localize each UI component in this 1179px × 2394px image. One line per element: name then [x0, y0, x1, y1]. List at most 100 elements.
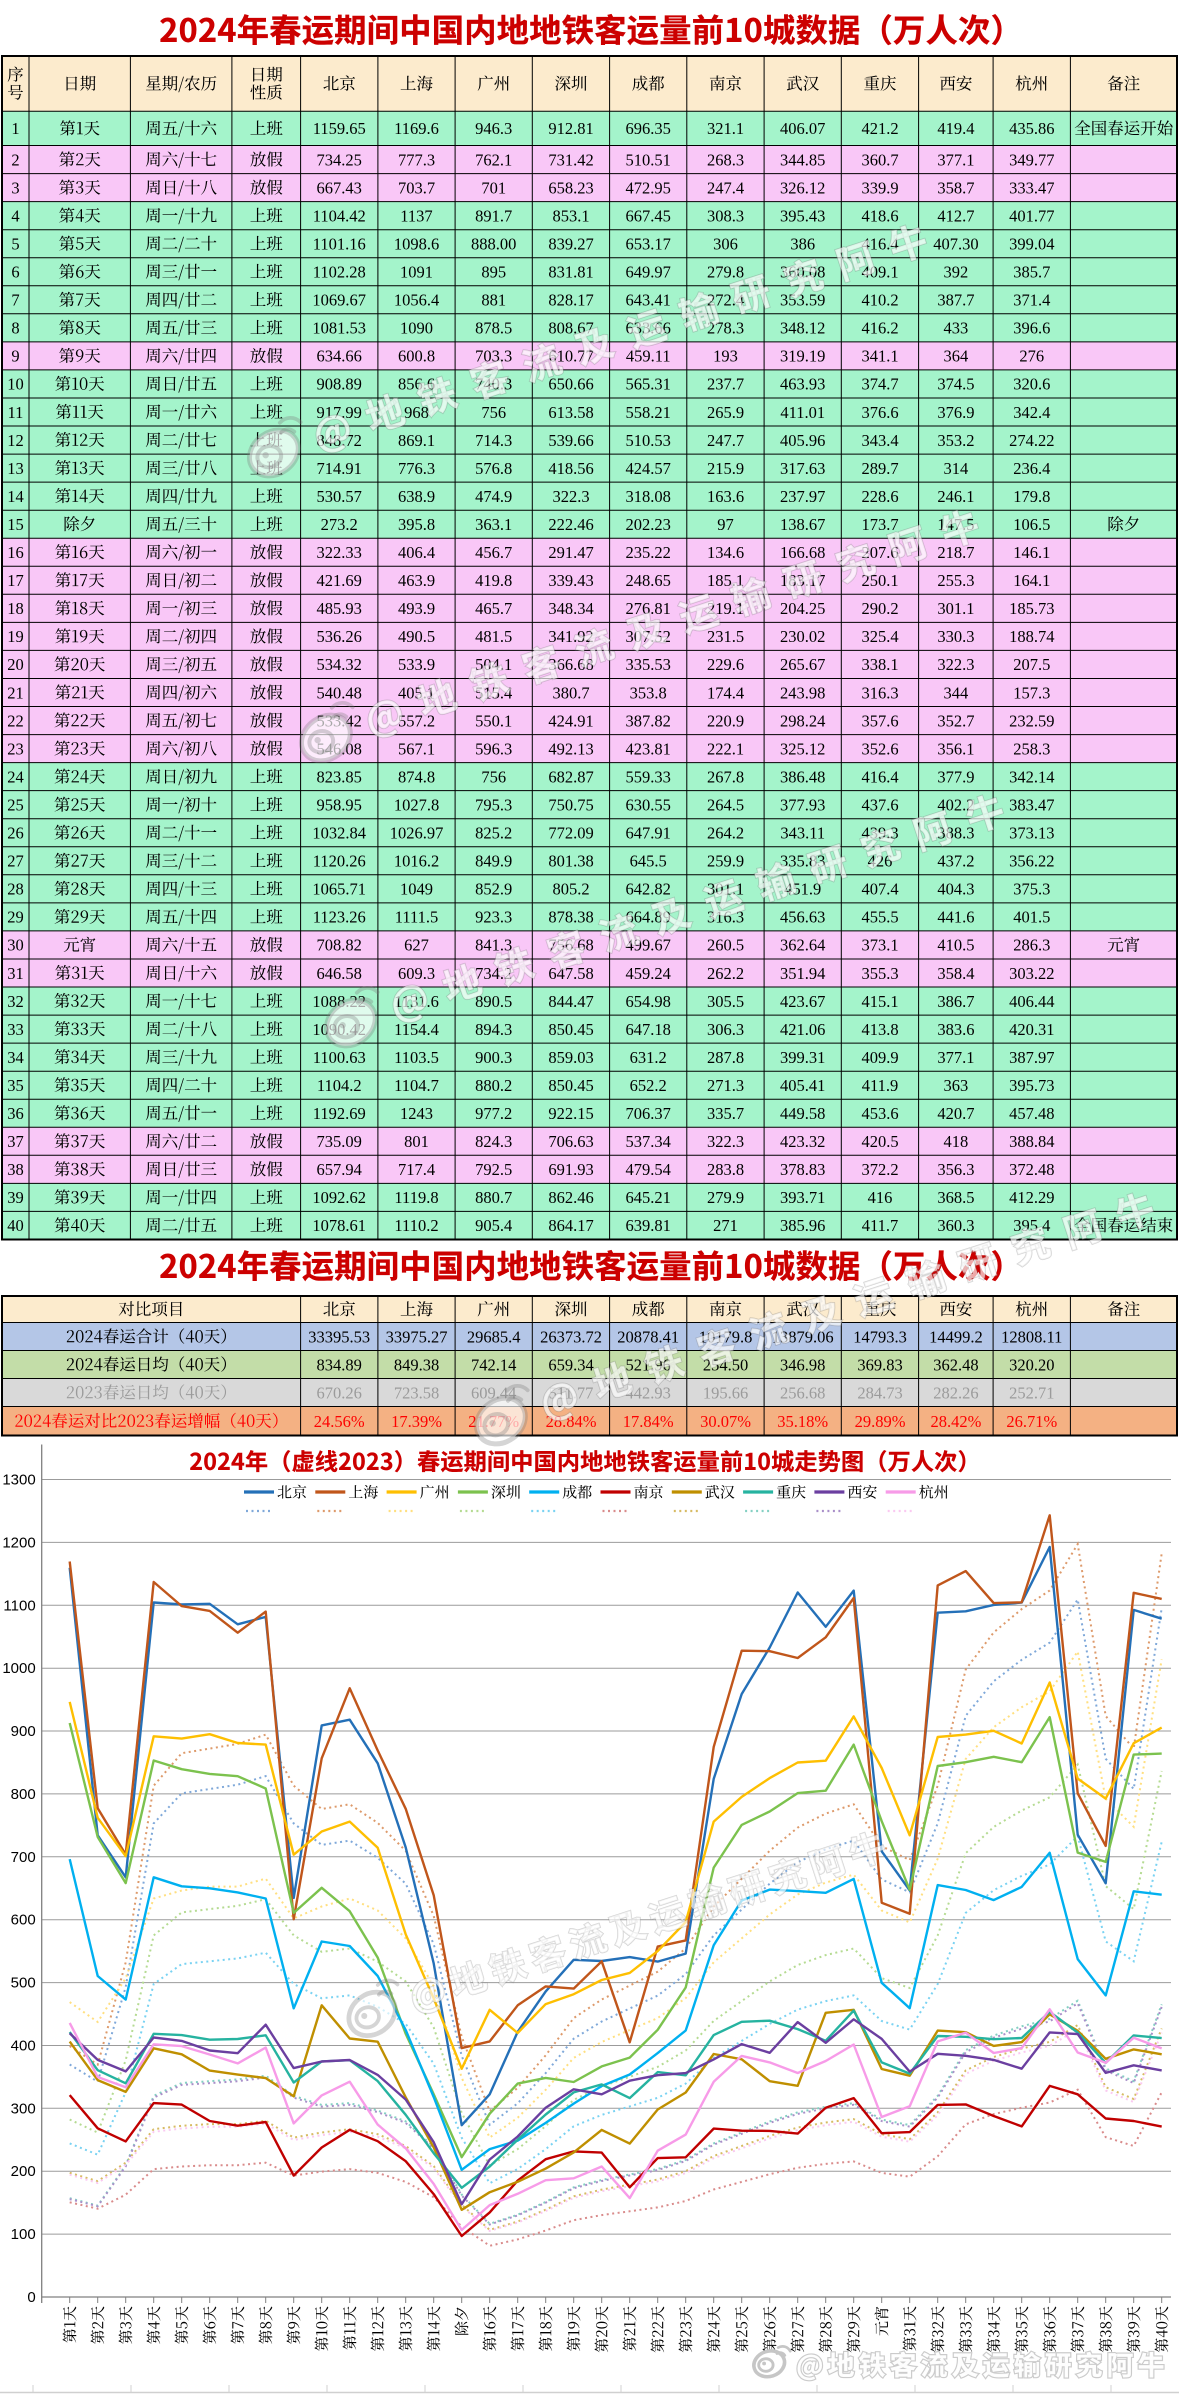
svg-text:321.1: 321.1 — [707, 119, 744, 138]
svg-text:410.2: 410.2 — [861, 291, 898, 310]
svg-text:801: 801 — [404, 1132, 429, 1151]
svg-text:1159.65: 1159.65 — [313, 119, 366, 138]
svg-text:4: 4 — [11, 206, 19, 225]
svg-text:646.58: 646.58 — [317, 964, 362, 983]
svg-text:260.5: 260.5 — [707, 936, 744, 955]
svg-text:20878.41: 20878.41 — [617, 1327, 679, 1346]
svg-text:413.8: 413.8 — [861, 1020, 898, 1039]
svg-text:399.31: 399.31 — [780, 1048, 825, 1067]
svg-text:874.8: 874.8 — [398, 767, 435, 786]
svg-text:173.7: 173.7 — [861, 515, 898, 534]
svg-text:419.4: 419.4 — [937, 119, 974, 138]
svg-text:1111.5: 1111.5 — [395, 908, 439, 927]
svg-text:801.38: 801.38 — [548, 852, 593, 871]
svg-text:256.68: 256.68 — [780, 1383, 825, 1402]
svg-text:792.5: 792.5 — [475, 1160, 512, 1179]
svg-text:218.7: 218.7 — [937, 543, 974, 562]
svg-text:230.02: 230.02 — [780, 627, 825, 646]
svg-text:1102.28: 1102.28 — [313, 263, 366, 282]
svg-text:252.71: 252.71 — [1009, 1383, 1054, 1402]
svg-text:412.29: 412.29 — [1009, 1188, 1054, 1207]
svg-text:405.96: 405.96 — [780, 431, 825, 450]
svg-text:696.35: 696.35 — [626, 119, 671, 138]
svg-text:273.2: 273.2 — [321, 515, 358, 534]
svg-text:472.95: 472.95 — [626, 178, 671, 197]
svg-text:700: 700 — [11, 1849, 36, 1866]
svg-text:1169.6: 1169.6 — [394, 119, 439, 138]
svg-text:533.9: 533.9 — [398, 655, 435, 674]
svg-text:419.8: 419.8 — [475, 571, 512, 590]
svg-text:342.4: 342.4 — [1013, 403, 1050, 422]
svg-text:627: 627 — [404, 936, 429, 955]
svg-text:26.71%: 26.71% — [1006, 1412, 1057, 1431]
svg-text:322.33: 322.33 — [317, 543, 362, 562]
svg-text:26373.72: 26373.72 — [540, 1327, 602, 1346]
svg-text:358.7: 358.7 — [937, 178, 974, 197]
svg-text:850.45: 850.45 — [548, 1076, 593, 1095]
svg-text:416.2: 416.2 — [861, 319, 898, 338]
svg-text:229.6: 229.6 — [707, 655, 744, 674]
svg-text:735.09: 735.09 — [317, 1132, 362, 1151]
svg-text:1092.62: 1092.62 — [312, 1188, 366, 1207]
svg-text:650.66: 650.66 — [548, 375, 593, 394]
svg-text:383.6: 383.6 — [937, 1020, 974, 1039]
svg-text:228.6: 228.6 — [861, 487, 898, 506]
svg-text:437.2: 437.2 — [937, 852, 974, 871]
svg-text:386: 386 — [790, 235, 815, 254]
svg-text:1300: 1300 — [2, 1472, 35, 1489]
svg-text:750.75: 750.75 — [548, 796, 593, 815]
svg-text:314: 314 — [944, 459, 969, 478]
svg-text:290.2: 290.2 — [861, 599, 898, 618]
svg-text:248.65: 248.65 — [626, 571, 671, 590]
svg-text:823.85: 823.85 — [317, 767, 362, 786]
svg-text:14: 14 — [7, 487, 24, 506]
svg-text:8: 8 — [11, 319, 19, 338]
svg-text:653.17: 653.17 — [626, 235, 671, 254]
svg-text:276: 276 — [1019, 347, 1044, 366]
svg-text:255.3: 255.3 — [937, 571, 974, 590]
svg-text:32: 32 — [7, 992, 24, 1011]
svg-text:383.47: 383.47 — [1009, 796, 1054, 815]
svg-text:762.1: 762.1 — [475, 150, 512, 169]
svg-text:377.1: 377.1 — [937, 1048, 974, 1067]
svg-text:456.7: 456.7 — [475, 543, 512, 562]
svg-text:795.3: 795.3 — [475, 796, 512, 815]
svg-text:207.6: 207.6 — [861, 543, 898, 562]
svg-text:1100: 1100 — [3, 1597, 35, 1614]
svg-text:380.7: 380.7 — [552, 683, 589, 702]
svg-text:596.3: 596.3 — [475, 739, 512, 758]
svg-text:600.8: 600.8 — [398, 347, 435, 366]
svg-text:31: 31 — [7, 964, 24, 983]
svg-text:1000: 1000 — [2, 1660, 35, 1677]
svg-text:237.97: 237.97 — [780, 487, 825, 506]
svg-text:164.1: 164.1 — [1013, 571, 1050, 590]
svg-text:204.25: 204.25 — [780, 599, 825, 618]
svg-text:9: 9 — [11, 347, 19, 366]
svg-text:900: 900 — [11, 1723, 36, 1740]
svg-text:374.7: 374.7 — [861, 375, 898, 394]
svg-text:1104.7: 1104.7 — [394, 1076, 439, 1095]
svg-text:418.6: 418.6 — [861, 206, 898, 225]
svg-text:2: 2 — [11, 150, 19, 169]
svg-text:265.67: 265.67 — [780, 655, 825, 674]
svg-text:723.58: 723.58 — [394, 1383, 439, 1402]
svg-text:348.12: 348.12 — [780, 319, 825, 338]
svg-text:900.3: 900.3 — [475, 1048, 512, 1067]
svg-text:442.93: 442.93 — [626, 1383, 671, 1402]
svg-text:800: 800 — [11, 1786, 36, 1803]
svg-text:1110.2: 1110.2 — [394, 1216, 438, 1235]
svg-text:30.07%: 30.07% — [700, 1412, 751, 1431]
svg-text:387.7: 387.7 — [937, 291, 974, 310]
svg-text:376.9: 376.9 — [937, 403, 974, 422]
svg-text:25: 25 — [7, 796, 24, 815]
svg-text:27: 27 — [7, 852, 24, 871]
svg-text:287.8: 287.8 — [707, 1048, 744, 1067]
svg-text:670.26: 670.26 — [317, 1383, 362, 1402]
svg-text:258.3: 258.3 — [1013, 739, 1050, 758]
svg-text:353.59: 353.59 — [780, 291, 825, 310]
svg-text:849.38: 849.38 — [394, 1355, 439, 1374]
svg-text:360.3: 360.3 — [937, 1216, 974, 1235]
svg-text:267.8: 267.8 — [707, 767, 744, 786]
svg-text:406.4: 406.4 — [398, 543, 435, 562]
svg-text:706.63: 706.63 — [548, 1132, 593, 1151]
